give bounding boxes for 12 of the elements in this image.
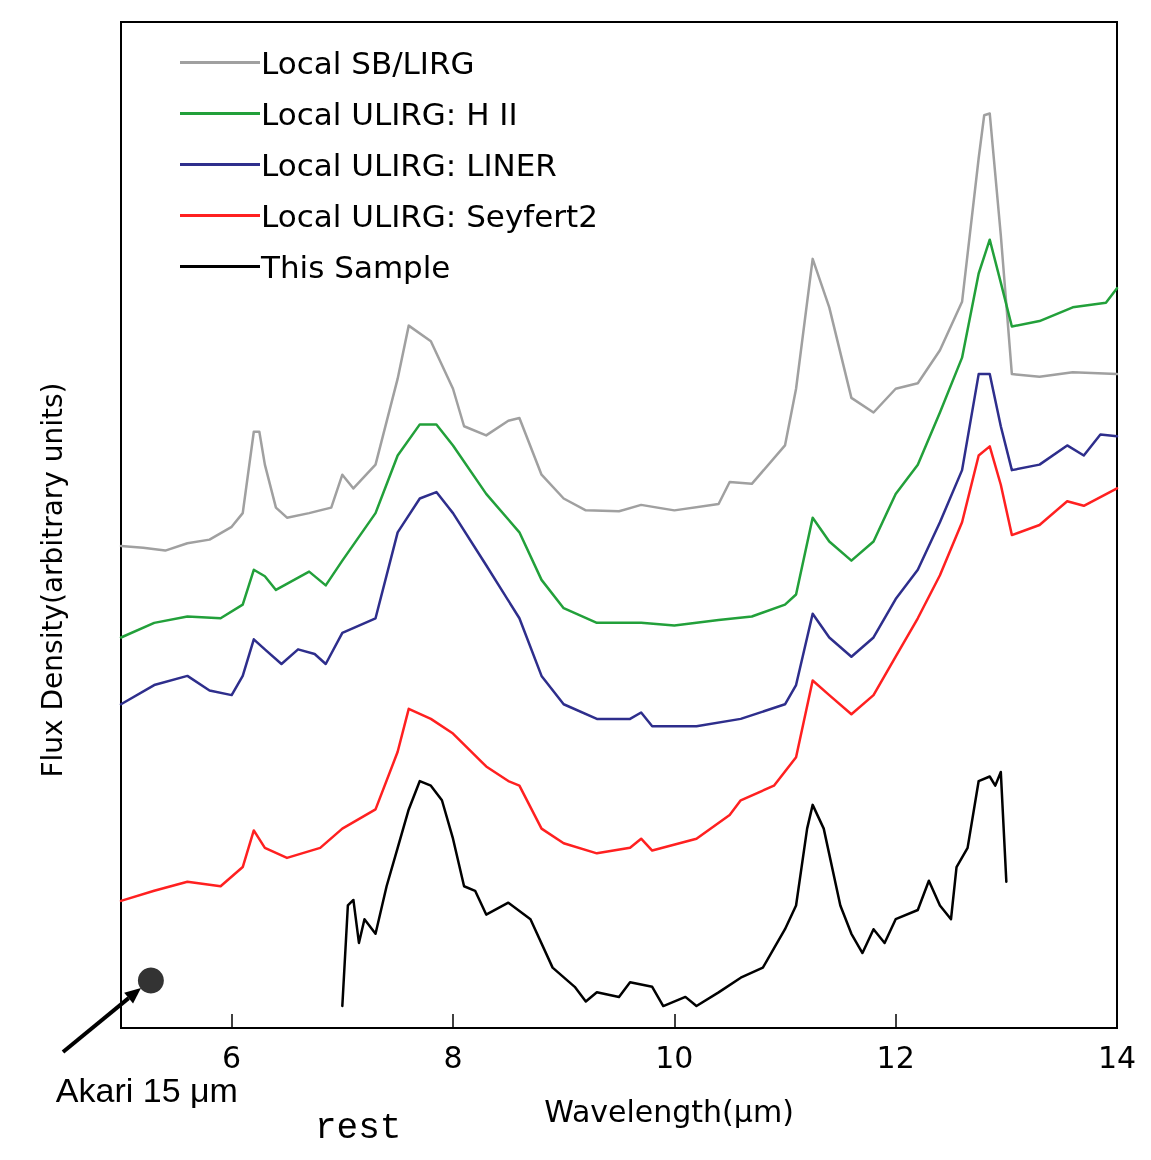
x-tick-label: 8 xyxy=(443,1039,463,1075)
legend-label: Local ULIRG: Seyfert2 xyxy=(261,197,598,234)
x-tick-label: 12 xyxy=(876,1039,915,1075)
x-tick-label: 14 xyxy=(1097,1039,1137,1075)
text: rest xyxy=(315,1107,402,1149)
x-tick-label: 10 xyxy=(655,1039,694,1075)
legend-label: Local SB/LIRG xyxy=(261,44,475,81)
legend-label: Local ULIRG: LINER xyxy=(261,146,557,183)
y-axis-title: Flux Density(arbitrary units) xyxy=(35,382,69,778)
legend-label: This Sample xyxy=(260,248,451,285)
x-axis-title: Wavelength(μm) xyxy=(544,1093,794,1129)
legend-label: Local ULIRG: H II xyxy=(261,95,518,132)
